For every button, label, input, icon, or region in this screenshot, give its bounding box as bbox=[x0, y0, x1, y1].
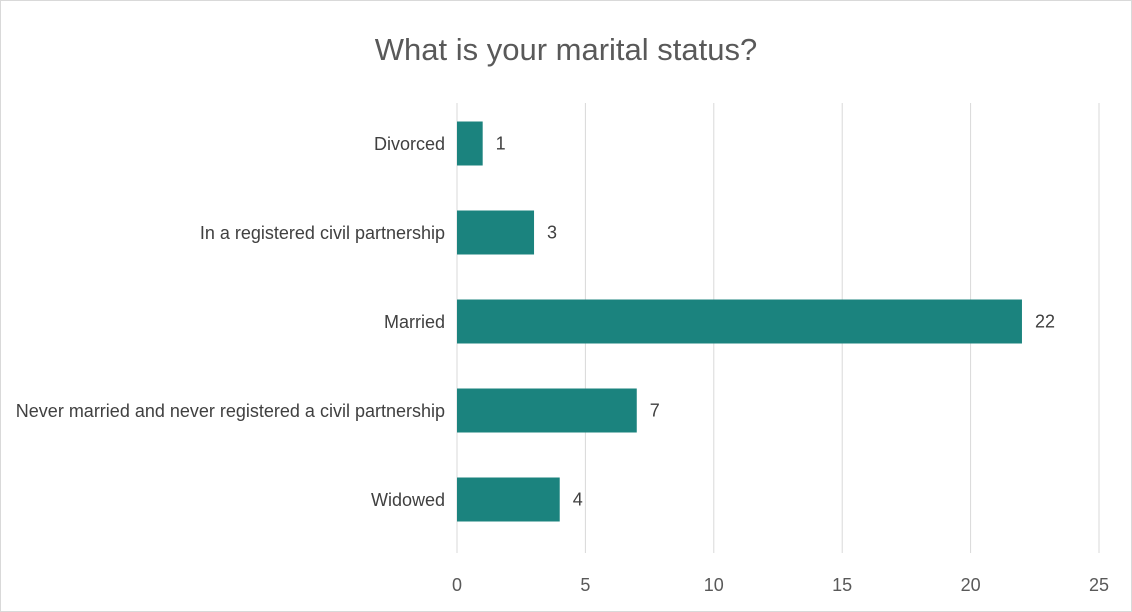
y-tick-label-box: Never married and never registered a civ… bbox=[5, 371, 445, 451]
bar bbox=[457, 121, 483, 166]
bar bbox=[457, 477, 560, 522]
y-tick-label: Married bbox=[383, 311, 445, 332]
y-tick-label: Divorced bbox=[373, 133, 445, 154]
y-tick-label-box: Widowed bbox=[5, 460, 445, 540]
bar bbox=[457, 210, 535, 255]
bar bbox=[457, 299, 1022, 344]
y-tick-label: Never married and never registered a civ… bbox=[15, 400, 445, 421]
y-tick-label-box: In a registered civil partnership bbox=[5, 193, 445, 273]
x-tick-label: 15 bbox=[832, 575, 852, 595]
y-tick-label: In a registered civil partnership bbox=[199, 222, 445, 243]
y-tick-label-box: Married bbox=[5, 282, 445, 362]
data-label: 22 bbox=[1035, 311, 1055, 331]
data-label: 3 bbox=[547, 222, 557, 242]
y-tick-label: Widowed bbox=[370, 489, 445, 510]
x-tick-label: 25 bbox=[1089, 575, 1109, 595]
bar bbox=[457, 388, 637, 433]
x-tick-label: 10 bbox=[704, 575, 724, 595]
chart-title: What is your marital status? bbox=[375, 32, 757, 67]
x-tick-label: 5 bbox=[580, 575, 590, 595]
x-tick-label: 20 bbox=[961, 575, 981, 595]
data-label: 7 bbox=[650, 400, 660, 420]
data-label: 4 bbox=[573, 489, 583, 509]
y-tick-label-box: Divorced bbox=[5, 104, 445, 184]
data-label: 1 bbox=[496, 133, 506, 153]
x-tick-label: 0 bbox=[452, 575, 462, 595]
